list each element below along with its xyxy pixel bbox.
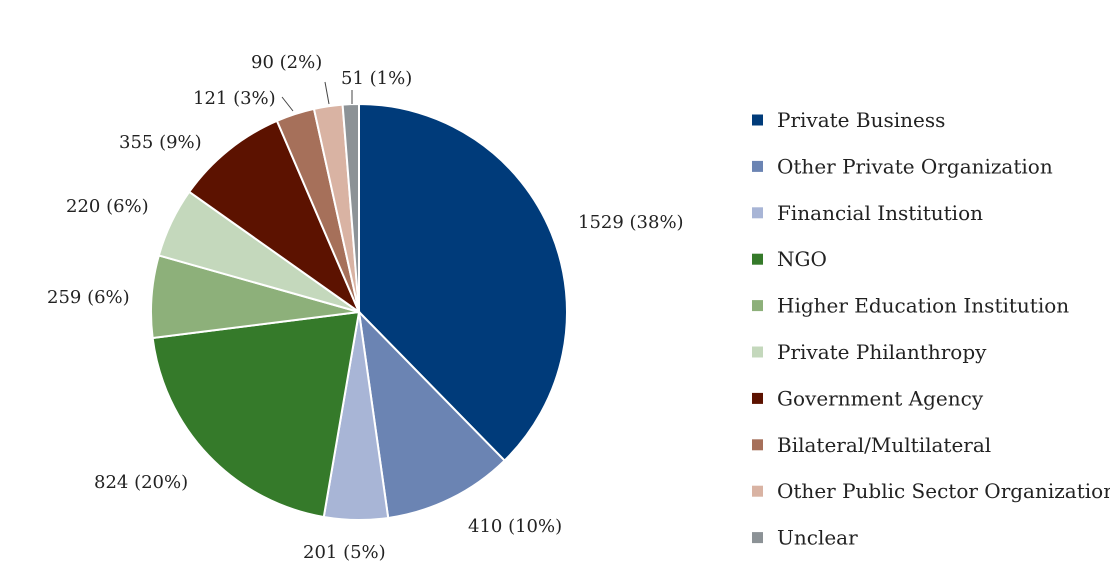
legend-swatch <box>752 160 763 172</box>
data-label: 355 (9%) <box>119 132 202 153</box>
legend-entry: Bilateral/Multilateral <box>777 433 991 457</box>
pie-slice-government-agency <box>187 119 362 315</box>
data-label: 1529 (38%) <box>578 212 684 233</box>
data-label: 51 (1%) <box>341 68 412 89</box>
legend-swatch <box>752 346 763 358</box>
pie-slices <box>150 102 568 521</box>
legend-swatch <box>752 300 763 312</box>
data-label: 410 (10%) <box>468 516 562 537</box>
legend-swatch <box>752 253 763 265</box>
pie-slice-other-private-organization <box>357 309 507 520</box>
legend-swatch <box>752 114 763 126</box>
legend-entry: Private Philanthropy <box>777 340 987 364</box>
data-label: 824 (20%) <box>94 472 188 493</box>
leader-line <box>281 96 294 112</box>
data-label: 90 (2%) <box>251 52 322 73</box>
legend-swatch <box>752 532 763 544</box>
leader-line <box>324 81 330 105</box>
legend-entry: Unclear <box>777 526 858 550</box>
pie-slice-private-business <box>358 102 568 462</box>
legend-swatch <box>752 207 763 219</box>
legend-swatch <box>752 485 763 497</box>
data-label: 121 (3%) <box>193 88 276 109</box>
data-label: 220 (6%) <box>66 196 149 217</box>
legend-entry: Government Agency <box>777 386 984 410</box>
legend-entry: NGO <box>777 247 827 271</box>
data-label: 259 (6%) <box>47 287 130 308</box>
pie-data-labels: 1529 (38%) 410 (10%) 201 (5%) 824 (20%) 259 … <box>47 52 684 563</box>
pie-leader-lines <box>281 81 353 112</box>
legend-swatch <box>752 439 763 451</box>
legend-entry: Other Public Sector Organization <box>777 479 1110 503</box>
legend: Private Business Other Private Organizati… <box>752 108 1110 550</box>
legend-entry: Higher Education Institution <box>777 294 1069 318</box>
legend-entry: Private Business <box>777 108 945 132</box>
legend-entry: Other Private Organization <box>777 154 1053 178</box>
data-label: 201 (5%) <box>303 542 386 563</box>
pie-slice-unclear <box>341 102 360 313</box>
legend-entry: Financial Institution <box>777 201 983 225</box>
legend-swatch <box>752 392 763 404</box>
pie-slice-ngo <box>151 310 361 519</box>
